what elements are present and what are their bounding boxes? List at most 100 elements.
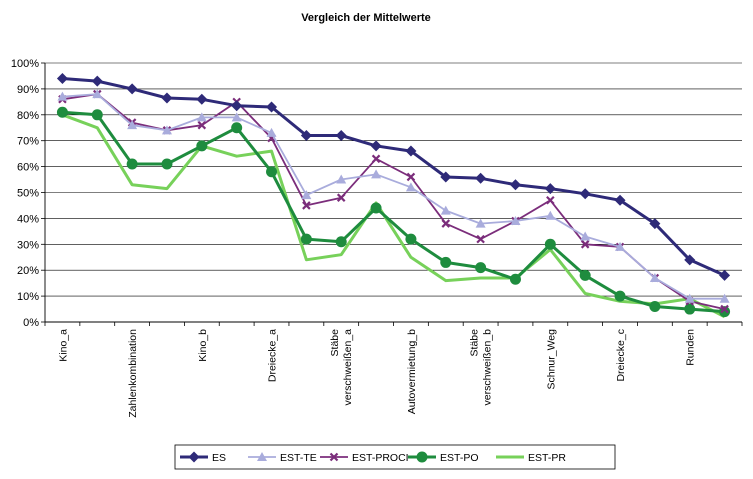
data-point [476,234,485,244]
chart-title: Vergleich der Mittelwerte [301,12,431,24]
data-point-stroke [580,240,590,249]
data-point [161,92,173,104]
data-point [684,303,696,315]
y-tick-label: 50% [17,188,39,200]
data-point [719,293,730,303]
y-tick-label: 30% [17,239,39,251]
legend-item-est-po: EST-PO [408,451,479,464]
series-est-te [57,89,730,303]
y-tick-label: 90% [17,84,39,96]
data-point-stroke [336,193,346,202]
gridlines [45,62,742,297]
data-point [266,127,277,137]
data-point [335,130,347,142]
data-point-stroke [329,452,339,462]
legend-item-est-pr: EST-PR [496,452,566,464]
series-group [56,73,731,319]
data-point [197,120,207,130]
data-point [161,125,172,135]
legend-label: EST-PO [440,452,479,464]
data-point [188,451,200,463]
series-line [62,93,725,310]
data-point [510,215,521,225]
data-point-stroke [720,304,729,314]
data-point [475,218,486,228]
data-point [509,179,521,191]
series-est-po [56,106,731,318]
data-point [92,89,103,99]
series-line [62,110,725,314]
data-point [440,171,452,183]
y-tick-label: 60% [17,162,39,174]
data-point [649,218,661,230]
data-point [329,452,339,462]
legend: ES EST-TE EST-PROCI EST-PO EST-PR [174,444,616,470]
x-tick-label: Autovermietung_b [406,329,418,414]
data-point [416,451,428,463]
data-point [56,106,68,118]
data-point [405,182,416,192]
data-point [579,188,591,200]
data-point [127,120,138,130]
data-point [257,452,267,461]
x-tick-label: Dreiecke_c [615,329,627,382]
y-axis-ticks: 0% 10% 20% 30% 40% 50% 60% 70% 80% 90% 100% [11,58,45,329]
data-point-stroke [302,201,311,210]
data-point [684,254,696,266]
data-point [406,172,416,182]
y-tick-label: 80% [17,110,39,122]
data-point [336,193,346,202]
series-line [62,77,726,277]
data-point [126,83,138,95]
legend-label: ES [212,452,226,464]
y-tick-label: 40% [17,213,39,225]
x-tick-label: Stäbe [329,329,341,357]
data-point [231,122,243,134]
series-es [56,73,731,281]
data-point [336,174,347,184]
data-point [615,241,626,251]
y-tick-label: 70% [17,136,39,148]
data-point [196,140,208,152]
data-point [684,293,695,303]
y-tick-label: 0% [23,317,39,329]
data-point [475,262,487,274]
data-point [196,93,208,105]
x-tick-label: Dreiecke_a [267,329,279,382]
series-line [61,113,726,319]
x-tick-label: verschweißen_a [342,329,354,406]
data-point [231,100,243,112]
data-point [266,101,278,113]
x-tick-label: Zahlenkombination [127,329,139,418]
data-point [440,256,452,268]
x-tick-label: verschweißen_b [482,329,494,406]
data-point [302,201,311,210]
data-point [91,109,103,121]
data-point [161,158,173,170]
x-axis-ticks: Kino_a Zahlenkombination Kino_b Dreiecke_a S… [44,322,743,418]
y-tick-label: 20% [17,265,39,277]
data-point [300,130,312,142]
data-point [546,195,555,205]
data-point [580,231,591,241]
data-point [301,190,312,200]
data-point [371,169,382,179]
x-tick-label: Runden [685,329,697,366]
x-tick-label: Stäbe [469,329,481,357]
x-tick-label: Kino_b [197,329,209,362]
data-point [544,238,556,250]
data-point [56,73,68,85]
x-tick-label: Kino_a [57,329,69,362]
legend-label: EST-TE [280,452,317,464]
legend-label: EST-PROCI [352,452,409,464]
data-point [441,219,451,228]
data-point [57,91,68,101]
data-point [300,233,312,245]
data-point [91,75,103,87]
data-point-stroke [406,172,416,182]
data-point [231,112,242,122]
data-point [405,233,417,245]
data-point [370,140,382,152]
data-point [580,240,590,249]
data-point [720,304,729,314]
